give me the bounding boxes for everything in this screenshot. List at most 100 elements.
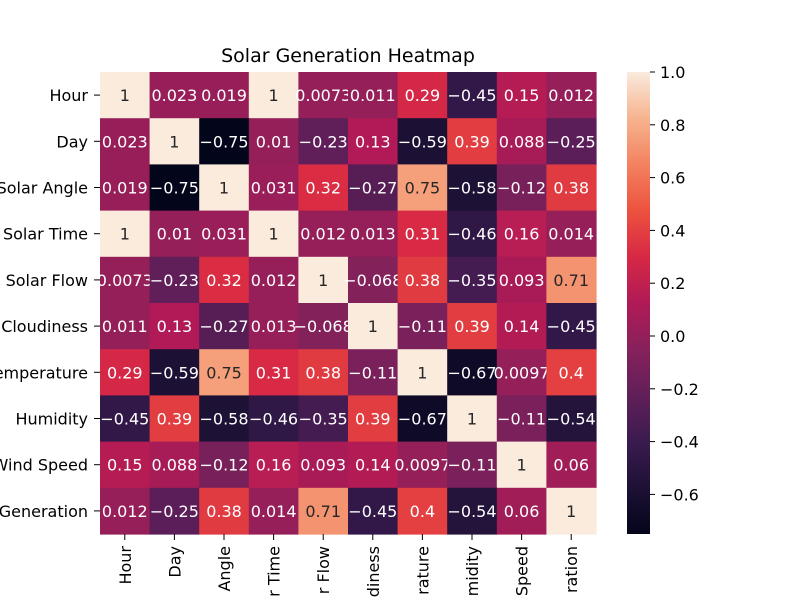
cell-value-label: 0.093 [499,271,545,290]
heatmap-cell [248,164,299,212]
colorbar-tick-label: −0.4 [660,433,699,452]
heatmap-cell [149,72,200,119]
heatmap-cell [248,487,299,535]
heatmap-cell [248,441,299,489]
heatmap-cell [298,303,349,350]
y-tick-label: Temperature [0,363,88,382]
cell-value-label: 0.01 [256,132,292,151]
heatmap-cell [248,118,299,165]
heatmap-cell [199,210,250,258]
x-tick-label: ration [562,546,581,593]
heatmap-cell [546,164,597,212]
cell-value-label: 0.39 [454,317,490,336]
cell-value-label: −0.58 [447,179,496,198]
cell-value-label: 0.012 [251,271,297,290]
heatmap-cell [546,303,597,350]
chart-title: Solar Generation Heatmap [221,45,475,67]
x-tick-label: Speed [513,546,532,596]
heatmap-cell [447,441,498,489]
heatmap-cell [100,256,151,304]
cell-value-label: −0.12 [199,456,248,475]
cell-value-label: 0.012 [548,86,594,105]
x-tick-label: Angle [215,546,234,592]
heatmap-cell [348,395,399,443]
cell-value-label: 1 [269,86,279,105]
y-tick-label: Hour [49,86,88,105]
heatmap-cell [248,395,299,443]
heatmap-cell [298,256,349,304]
heatmap-cell [397,72,448,119]
cell-value-label: 0.093 [300,456,346,475]
heatmap-cell [546,349,597,396]
colorbar-tick-label: 0.6 [660,169,685,188]
heatmap-cell [199,349,250,396]
x-tick-label: Hour [116,546,135,585]
x-tick-label: Day [165,546,184,578]
cell-value-label: 0.38 [553,179,589,198]
cell-value-label: 0.023 [102,132,148,151]
cell-value-label: −0.11 [447,456,496,475]
heatmap-cell [149,441,200,489]
heatmap-cell [199,441,250,489]
cell-value-label: 0.0097 [494,363,550,382]
cell-value-label: −0.75 [199,132,248,151]
heatmap-cell [149,395,200,443]
cell-value-label: −0.11 [497,410,546,429]
heatmap-cell [546,487,597,535]
cell-value-label: −0.25 [547,132,596,151]
heatmap-cell [496,256,547,304]
cell-value-label: 1 [566,502,576,521]
cell-value-label: −0.27 [348,179,397,198]
heatmap-cell [298,72,349,119]
cell-value-label: 1 [120,225,130,244]
colorbar-tick-label: −0.6 [660,485,699,504]
cell-value-label: 0.15 [504,86,540,105]
colorbar-tick-label: 1.0 [660,63,685,82]
y-tick-label: Solar Flow [6,271,88,290]
heatmap-cell [447,72,498,119]
heatmap-cell [348,118,399,165]
heatmap-cell [149,303,200,350]
cell-value-label: −0.59 [150,363,199,382]
colorbar-tick-label: 0.4 [660,221,685,240]
y-tick-label: Wind Speed [0,456,88,475]
cell-value-label: 1 [318,271,328,290]
cell-value-label: 0.14 [355,456,391,475]
cell-value-label: 1 [269,225,279,244]
cell-value-label: 0.031 [251,179,297,198]
cell-value-label: 0.71 [553,271,589,290]
colorbar-gradient [627,72,650,534]
heatmap-cell [348,441,399,489]
heatmap-cell [248,210,299,258]
heatmap-cell [149,118,200,165]
cell-value-label: 0.019 [102,179,148,198]
x-tick-label: rature [413,546,432,595]
heatmap-cell [100,349,151,396]
heatmap-cell [298,395,349,443]
heatmap-cell [447,164,498,212]
heatmap-cell [248,349,299,396]
y-tick-label: Humidity [15,410,88,429]
heatmap-cell [100,164,151,212]
cell-value-label: 0.39 [454,132,490,151]
heatmap-cell [397,210,448,258]
cell-value-label: 0.13 [355,132,391,151]
cell-value-label: 1 [169,132,179,151]
cell-value-label: −0.45 [348,502,397,521]
heatmap-cell [199,303,250,350]
cell-value-label: 0.0073 [295,86,351,105]
cell-value-label: −0.25 [150,502,199,521]
cell-value-label: 0.088 [151,456,197,475]
heatmap-cell [397,349,448,396]
cell-value-label: 1 [517,456,527,475]
cell-value-label: 0.4 [410,502,435,521]
cell-value-label: −0.46 [447,225,496,244]
cell-value-label: 0.31 [256,363,292,382]
heatmap-cell [546,118,597,165]
cell-value-label: 0.29 [107,363,143,382]
y-tick-label: Cloudiness [1,317,88,336]
heatmap-cell [496,303,547,350]
cell-value-label: −0.45 [447,86,496,105]
heatmap-cell [149,256,200,304]
cell-value-label: 0.012 [102,502,148,521]
